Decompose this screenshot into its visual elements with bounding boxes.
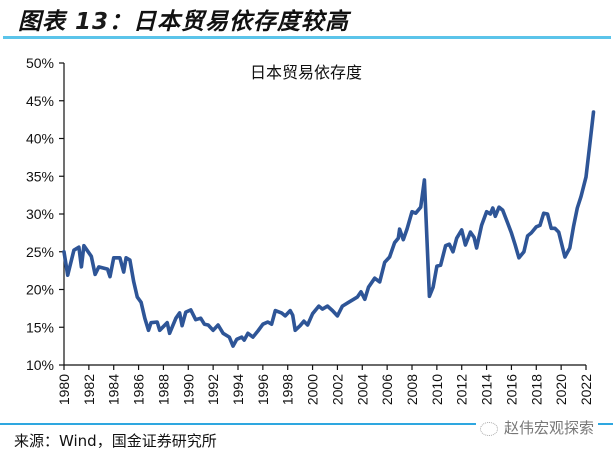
- x-tick-label: 2014: [479, 374, 495, 405]
- x-tick-label: 1990: [180, 374, 196, 405]
- y-axis: 10% 15% 20% 25% 30% 35% 40% 45% 50%: [26, 55, 65, 373]
- y-tick-label: 15%: [26, 319, 54, 335]
- x-tick-label: 2004: [354, 374, 370, 405]
- x-tick-label: 2006: [379, 374, 395, 405]
- line-chart: 日本贸易依存度 10% 15% 20% 25% 30% 35% 40% 45% 50% 1980…: [26, 55, 596, 405]
- title-divider: [3, 36, 611, 39]
- x-tick-label: 1994: [230, 374, 246, 405]
- figure-title-text: ：日本贸易依存度较高: [109, 9, 350, 35]
- x-tick-label: 1986: [131, 374, 147, 405]
- y-tick-label: 50%: [26, 55, 54, 71]
- source-divider: [0, 423, 613, 425]
- x-axis: 1980 1982 1984 1986 1988 1990 1992 1994 1996 1998…: [56, 364, 594, 405]
- x-tick-label: 2002: [329, 374, 345, 405]
- x-tick-label: 2008: [404, 374, 420, 405]
- x-tick-label: 2016: [503, 374, 519, 405]
- x-tick-label: 2012: [454, 374, 470, 405]
- x-tick-label: 1996: [255, 374, 271, 405]
- watermark-text: 赵伟宏观探索: [504, 419, 595, 437]
- series-line-trade-dependence: [62, 110, 596, 348]
- y-tick-label: 20%: [26, 282, 54, 298]
- source-note: 来源：Wind，国金证券研究所: [14, 432, 217, 450]
- x-tick-label: 1982: [81, 374, 97, 405]
- x-tick-label: 1984: [106, 374, 122, 405]
- y-tick-label: 45%: [26, 93, 54, 109]
- y-tick-label: 35%: [26, 168, 54, 184]
- x-tick-label: 2020: [553, 374, 569, 405]
- x-tick-label: 1988: [155, 374, 171, 405]
- figure-title-number: 13: [75, 9, 110, 35]
- y-tick-label: 40%: [26, 131, 54, 147]
- x-tick-label: 2000: [305, 374, 321, 405]
- x-tick-label: 1998: [280, 374, 296, 405]
- figure-title-prefix: 图表: [18, 9, 66, 35]
- x-tick-label: 2022: [578, 374, 594, 405]
- x-tick-label: 1980: [56, 374, 72, 405]
- y-tick-label: 25%: [26, 244, 54, 260]
- figure-title: 图表 13：日本贸易依存度较高: [18, 2, 349, 36]
- y-tick-label: 30%: [26, 206, 54, 222]
- watermark: 赵伟宏观探索: [476, 417, 599, 438]
- chart-title: 日本贸易依存度: [250, 63, 362, 82]
- wechat-icon: [480, 421, 498, 436]
- y-tick-label: 10%: [26, 357, 54, 373]
- x-tick-label: 2018: [528, 374, 544, 405]
- x-tick-label: 2010: [429, 374, 445, 405]
- x-tick-label: 1992: [205, 374, 221, 405]
